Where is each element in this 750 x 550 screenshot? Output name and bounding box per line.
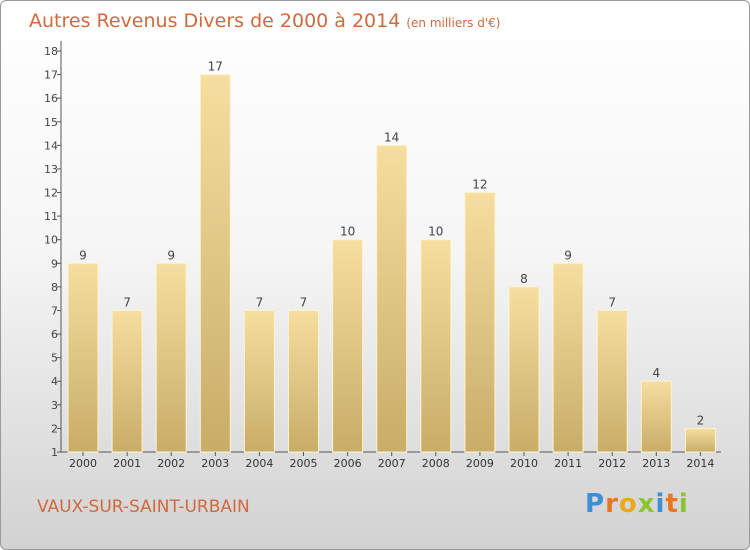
bar bbox=[420, 239, 452, 453]
bar-value-label: 17 bbox=[208, 60, 223, 74]
x-tick-label: 2005 bbox=[290, 457, 318, 470]
logo-letter: i bbox=[678, 489, 689, 519]
chart-subtitle: (en milliers d'€) bbox=[406, 16, 501, 30]
y-tick-label: 10 bbox=[44, 234, 58, 247]
x-tick-label: 2001 bbox=[113, 457, 141, 470]
bar-value-label: 9 bbox=[167, 248, 175, 262]
y-tick-label: 13 bbox=[44, 163, 58, 176]
bar bbox=[332, 239, 364, 453]
y-tick-label: 11 bbox=[44, 210, 58, 223]
logo-letter: x bbox=[637, 489, 656, 519]
logo-letter: t bbox=[665, 489, 679, 519]
chart-title-text: Autres Revenus Divers de 2000 à 2014 bbox=[29, 10, 401, 32]
y-tick-label: 16 bbox=[44, 92, 58, 105]
bar bbox=[155, 262, 187, 453]
x-tick-label: 2009 bbox=[466, 457, 494, 470]
y-tick-label: 3 bbox=[51, 399, 58, 412]
x-tick-label: 2011 bbox=[554, 457, 582, 470]
bar bbox=[243, 309, 275, 453]
bar bbox=[508, 286, 540, 453]
bar-value-label: 10 bbox=[340, 225, 355, 239]
chart-title: Autres Revenus Divers de 2000 à 2014 (en … bbox=[29, 10, 500, 32]
x-tick-label: 2014 bbox=[686, 457, 714, 470]
y-tick-label: 12 bbox=[44, 187, 58, 200]
bar bbox=[288, 309, 319, 453]
y-tick-label: 9 bbox=[51, 257, 58, 270]
y-tick-label: 2 bbox=[51, 422, 58, 435]
proxiti-logo: Proxiti bbox=[585, 489, 689, 519]
x-tick-label: 2000 bbox=[69, 457, 97, 470]
bar-value-label: 9 bbox=[564, 248, 572, 262]
x-tick-label: 2008 bbox=[422, 457, 450, 470]
y-tick-label: 6 bbox=[51, 328, 58, 341]
x-tick-label: 2010 bbox=[510, 457, 538, 470]
x-tick-label: 2013 bbox=[642, 457, 670, 470]
bar-value-label: 7 bbox=[123, 295, 131, 309]
chart-bars: 9 7 9 17 7 7 10 14 10 12 8 9 7 4 2 bbox=[67, 60, 716, 453]
logo-letter: P bbox=[585, 489, 606, 519]
bar-value-label: 7 bbox=[300, 295, 308, 309]
bar-value-label: 12 bbox=[472, 178, 487, 192]
bar-value-label: 14 bbox=[384, 130, 399, 144]
y-tick-label: 15 bbox=[44, 116, 58, 129]
y-tick-label: 7 bbox=[51, 304, 58, 317]
bar-value-label: 7 bbox=[256, 295, 264, 309]
x-tick-label: 2002 bbox=[157, 457, 185, 470]
y-tick-label: 18 bbox=[44, 45, 58, 58]
bar-value-label: 9 bbox=[79, 248, 87, 262]
logo-letter: o bbox=[618, 489, 638, 519]
bar bbox=[67, 262, 99, 453]
x-tick-label: 2012 bbox=[598, 457, 626, 470]
x-tick-label: 2004 bbox=[245, 457, 273, 470]
bar bbox=[552, 262, 584, 453]
y-tick-label: 4 bbox=[51, 375, 58, 388]
bar-value-label: 7 bbox=[608, 295, 616, 309]
logo-letter: i bbox=[655, 489, 666, 519]
y-tick-label: 17 bbox=[44, 69, 58, 82]
x-tick-labels: 2000 2001 2002 2003 2004 2005 2006 2007 2008 2009… bbox=[69, 452, 714, 470]
bar bbox=[640, 380, 672, 453]
x-tick-label: 2003 bbox=[201, 457, 229, 470]
bar-value-label: 2 bbox=[697, 413, 705, 427]
y-tick-label: 5 bbox=[51, 352, 58, 365]
bar bbox=[596, 309, 628, 453]
x-tick-label: 2006 bbox=[334, 457, 362, 470]
x-tick-label: 2007 bbox=[378, 457, 406, 470]
bar bbox=[199, 74, 231, 453]
logo-letter: r bbox=[605, 489, 619, 519]
y-tick-label: 14 bbox=[44, 139, 58, 152]
y-tick-label: 1 bbox=[51, 446, 58, 459]
bar-value-label: 4 bbox=[652, 366, 660, 380]
bar bbox=[684, 427, 716, 453]
bar bbox=[376, 144, 408, 453]
bar bbox=[111, 309, 143, 453]
y-tick-label: 8 bbox=[51, 281, 58, 294]
bar-value-label: 10 bbox=[428, 225, 443, 239]
location-name: VAUX-SUR-SAINT-URBAIN bbox=[37, 497, 250, 517]
bar bbox=[464, 192, 496, 453]
bar-value-label: 8 bbox=[520, 272, 528, 286]
